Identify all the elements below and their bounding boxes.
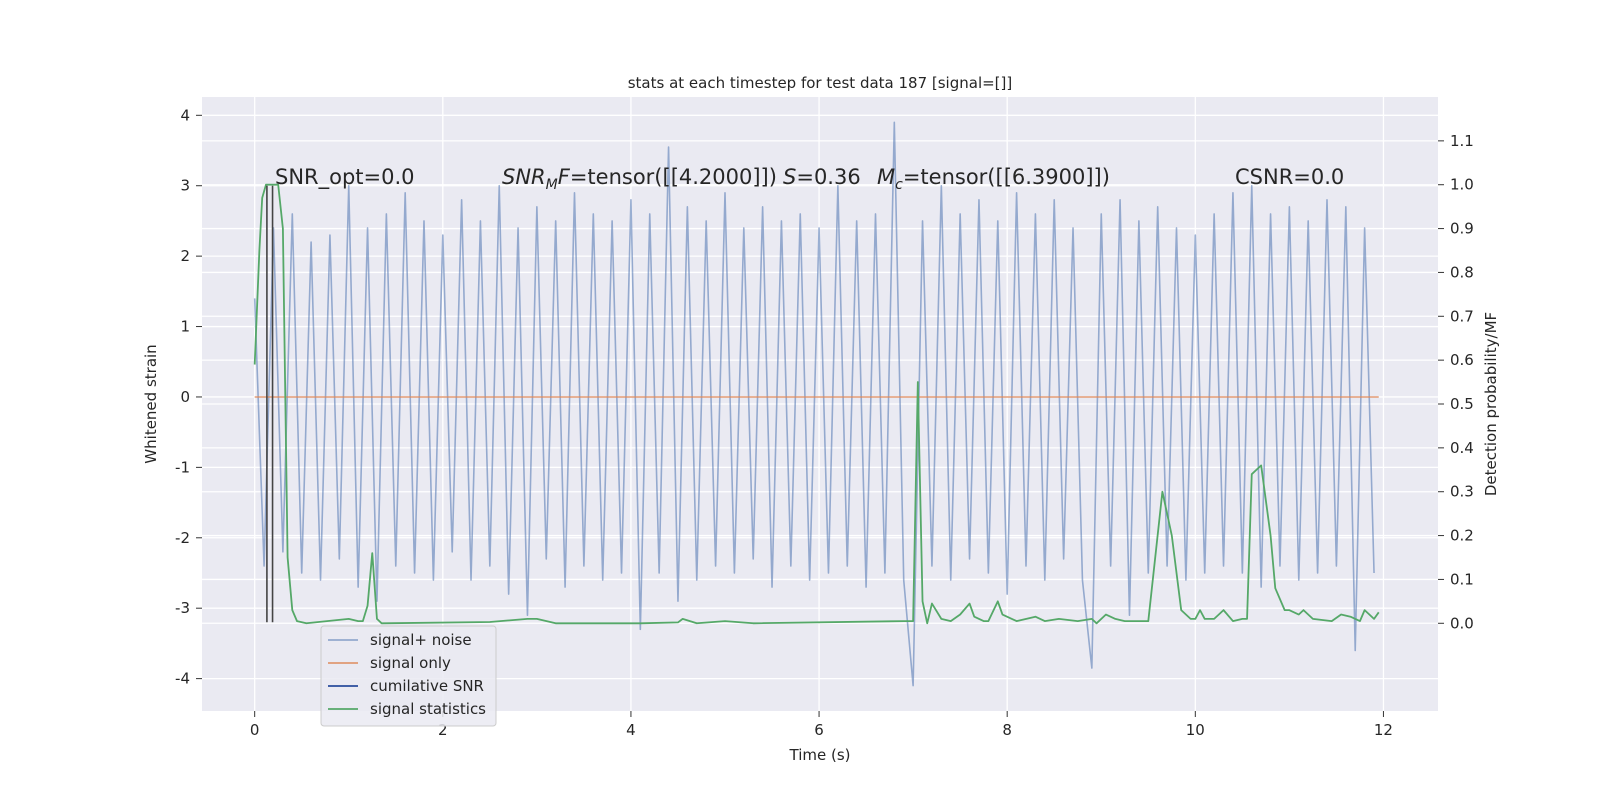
y2-tick-label: 0.9 [1450,220,1474,238]
annotation-part: SNR_opt=0.0 [275,165,415,190]
y2-tick-label: 0.3 [1450,483,1474,501]
y-axis-label: Whitened strain [142,344,160,463]
y2-tick-label: 0.1 [1450,570,1474,588]
annotation: SNRMF=tensor([[4.2000]]) [502,165,777,193]
y2-tick-label: 0.4 [1450,439,1474,457]
annotation-part: =tensor([[4.2000]]) [570,165,777,189]
y-tick-label: -1 [175,458,190,476]
x-tick-label: 2 [438,721,448,739]
y-tick-label: 0 [180,388,190,406]
annotation: Mc=tensor([[6.3900]]) [877,165,1110,193]
annotation-part: =0.36 [796,165,860,189]
x-tick-label: 0 [250,721,260,739]
y-tick-label: 4 [180,106,190,124]
annotation-part: F [558,165,571,189]
x-tick-label: 6 [814,721,824,739]
y-tick-label: -3 [175,599,190,617]
annotation-part: c [895,177,903,193]
y-tick-label: 2 [180,247,190,265]
annotation-part: SNR [502,165,546,189]
annotation-part: S [783,165,796,189]
series-line [253,183,1380,625]
annotation-part: =tensor([[6.3900]]) [903,165,1110,189]
annotation-part: M [546,177,558,193]
y2-tick-label: 0.2 [1450,527,1474,545]
annotation: CSNR=0.0 [1235,165,1344,189]
y2-tick-label: 1.0 [1450,176,1474,194]
y2-tick-label: 0.6 [1450,351,1474,369]
annotation: SNR_opt=0.0 [275,165,415,190]
y2-tick-label: 0.0 [1450,614,1474,632]
x-tick-label: 4 [626,721,636,739]
legend-label: signal only [370,654,451,672]
series-line [253,121,1375,687]
y2-tick-label: 0.8 [1450,263,1474,281]
x-tick-label: 12 [1374,721,1393,739]
x-tick-label: 8 [1002,721,1012,739]
legend-label: signal+ noise [370,631,472,649]
y2-tick-label: 1.1 [1450,132,1474,150]
x-tick-label: 10 [1186,721,1205,739]
y2-tick-label: 0.7 [1450,307,1474,325]
y-tick-label: 3 [180,177,190,195]
y-tick-label: -2 [175,529,190,547]
legend-label: cumilative SNR [370,677,484,695]
x-axis-label: Time (s) [789,746,851,764]
annotation-part: CSNR=0.0 [1235,165,1344,189]
y-tick-label: 1 [180,318,190,336]
chart-title: stats at each timestep for test data 187… [628,74,1013,92]
legend-box [320,625,497,727]
y2-axis-label: Detection probability/MF [1482,312,1500,496]
legend-label: signal statistics [370,700,486,718]
y2-tick-label: 0.5 [1450,395,1474,413]
y-tick-label: -4 [175,670,190,688]
annotation: S=0.36 [783,165,861,189]
annotation-part: M [877,165,895,189]
